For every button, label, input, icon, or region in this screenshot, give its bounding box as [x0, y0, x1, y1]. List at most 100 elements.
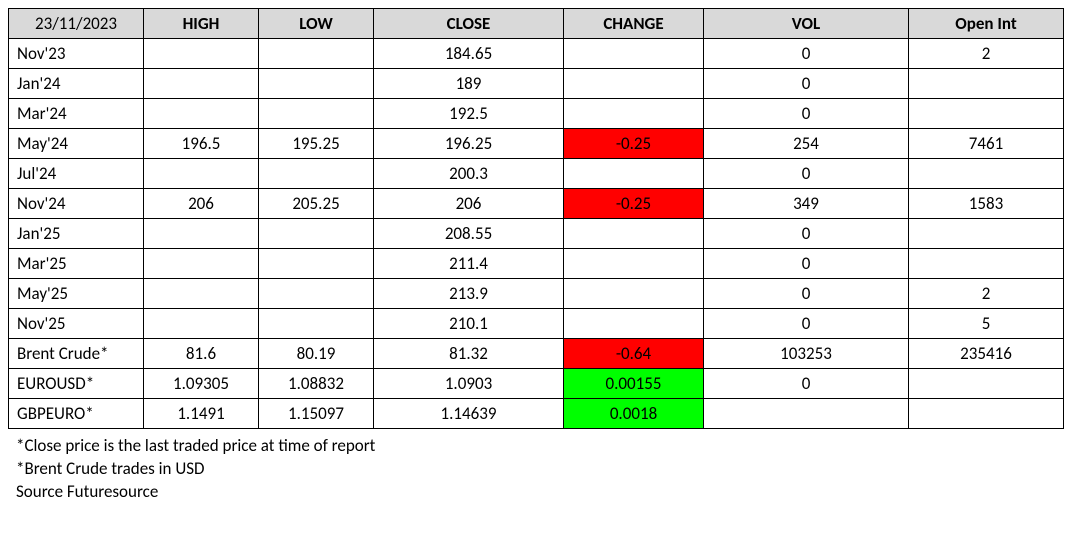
- row-label: Mar'24: [9, 99, 144, 129]
- table-row: May'25213.902: [9, 279, 1064, 309]
- cell-change: [564, 39, 704, 69]
- cell-high: [144, 39, 259, 69]
- row-label: Jan'25: [9, 219, 144, 249]
- footnote-close: *Close price is the last traded price at…: [16, 435, 1067, 456]
- cell-close: 208.55: [374, 219, 564, 249]
- cell-openint: [909, 159, 1064, 189]
- cell-change: [564, 159, 704, 189]
- col-low: LOW: [259, 9, 374, 39]
- cell-high: 196.5: [144, 129, 259, 159]
- table-row: Nov'24206205.25206-0.253491583: [9, 189, 1064, 219]
- cell-openint: 5: [909, 309, 1064, 339]
- cell-openint: [909, 99, 1064, 129]
- cell-low: 1.15097: [259, 399, 374, 429]
- cell-close: 189: [374, 69, 564, 99]
- footnote-brent: *Brent Crude trades in USD: [16, 458, 1067, 479]
- cell-high: [144, 99, 259, 129]
- cell-high: 1.1491: [144, 399, 259, 429]
- cell-close: 81.32: [374, 339, 564, 369]
- cell-low: [259, 309, 374, 339]
- cell-close: 213.9: [374, 279, 564, 309]
- col-close: CLOSE: [374, 9, 564, 39]
- table-row: GBPEURO*1.14911.150971.146390.0018: [9, 399, 1064, 429]
- cell-openint: [909, 369, 1064, 399]
- cell-low: 1.08832: [259, 369, 374, 399]
- cell-change: [564, 279, 704, 309]
- cell-vol: 0: [704, 99, 909, 129]
- cell-close: 211.4: [374, 249, 564, 279]
- cell-openint: [909, 69, 1064, 99]
- cell-vol: 0: [704, 249, 909, 279]
- cell-low: [259, 219, 374, 249]
- cell-close: 196.25: [374, 129, 564, 159]
- table-row: Nov'25210.105: [9, 309, 1064, 339]
- cell-high: [144, 159, 259, 189]
- row-label: Brent Crude*: [9, 339, 144, 369]
- cell-close: 206: [374, 189, 564, 219]
- cell-low: [259, 249, 374, 279]
- cell-openint: [909, 249, 1064, 279]
- cell-change: -0.64: [564, 339, 704, 369]
- cell-low: [259, 39, 374, 69]
- cell-change: 0.00155: [564, 369, 704, 399]
- table-row: Brent Crude*81.680.1981.32-0.64103253235…: [9, 339, 1064, 369]
- cell-close: 210.1: [374, 309, 564, 339]
- cell-vol: 254: [704, 129, 909, 159]
- cell-change: [564, 219, 704, 249]
- cell-vol: 0: [704, 219, 909, 249]
- cell-low: [259, 69, 374, 99]
- col-high: HIGH: [144, 9, 259, 39]
- cell-change: 0.0018: [564, 399, 704, 429]
- cell-openint: 2: [909, 279, 1064, 309]
- row-label: May'25: [9, 279, 144, 309]
- cell-low: 195.25: [259, 129, 374, 159]
- source-line: Source Futuresource: [16, 481, 1067, 502]
- cell-vol: 349: [704, 189, 909, 219]
- cell-vol: 0: [704, 69, 909, 99]
- cell-close: 192.5: [374, 99, 564, 129]
- cell-high: 1.09305: [144, 369, 259, 399]
- row-label: May'24: [9, 129, 144, 159]
- row-label: Jan'24: [9, 69, 144, 99]
- cell-vol: 0: [704, 369, 909, 399]
- cell-close: 1.0903: [374, 369, 564, 399]
- cell-vol: 103253: [704, 339, 909, 369]
- table-row: EUROUSD*1.093051.088321.09030.001550: [9, 369, 1064, 399]
- cell-change: -0.25: [564, 129, 704, 159]
- cell-openint: 1583: [909, 189, 1064, 219]
- cell-high: [144, 309, 259, 339]
- row-label: EUROUSD*: [9, 369, 144, 399]
- table-row: Mar'24 192.5 0: [9, 99, 1064, 129]
- col-vol: VOL: [704, 9, 909, 39]
- row-label: Jul'24: [9, 159, 144, 189]
- cell-low: 205.25: [259, 189, 374, 219]
- table-row: Mar'25 211.4 0: [9, 249, 1064, 279]
- cell-high: 206: [144, 189, 259, 219]
- cell-change: -0.25: [564, 189, 704, 219]
- cell-low: 80.19: [259, 339, 374, 369]
- cell-high: [144, 279, 259, 309]
- cell-vol: 0: [704, 309, 909, 339]
- cell-high: [144, 69, 259, 99]
- cell-openint: [909, 399, 1064, 429]
- cell-openint: 235416: [909, 339, 1064, 369]
- footnotes: *Close price is the last traded price at…: [8, 435, 1067, 502]
- table-row: May'24196.5195.25196.25-0.252547461: [9, 129, 1064, 159]
- row-label: Nov'24: [9, 189, 144, 219]
- table-row: Nov'23184.6502: [9, 39, 1064, 69]
- cell-high: [144, 219, 259, 249]
- futures-table: 23/11/2023 HIGH LOW CLOSE CHANGE VOL Ope…: [8, 8, 1064, 429]
- table-row: Jan'24 189 0: [9, 69, 1064, 99]
- cell-change: [564, 309, 704, 339]
- row-label: GBPEURO*: [9, 399, 144, 429]
- header-row: 23/11/2023 HIGH LOW CLOSE CHANGE VOL Ope…: [9, 9, 1064, 39]
- row-label: Mar'25: [9, 249, 144, 279]
- cell-change: [564, 99, 704, 129]
- cell-close: 1.14639: [374, 399, 564, 429]
- cell-vol: 0: [704, 159, 909, 189]
- cell-close: 184.65: [374, 39, 564, 69]
- cell-low: [259, 99, 374, 129]
- cell-vol: [704, 399, 909, 429]
- date-header: 23/11/2023: [9, 9, 144, 39]
- cell-openint: 2: [909, 39, 1064, 69]
